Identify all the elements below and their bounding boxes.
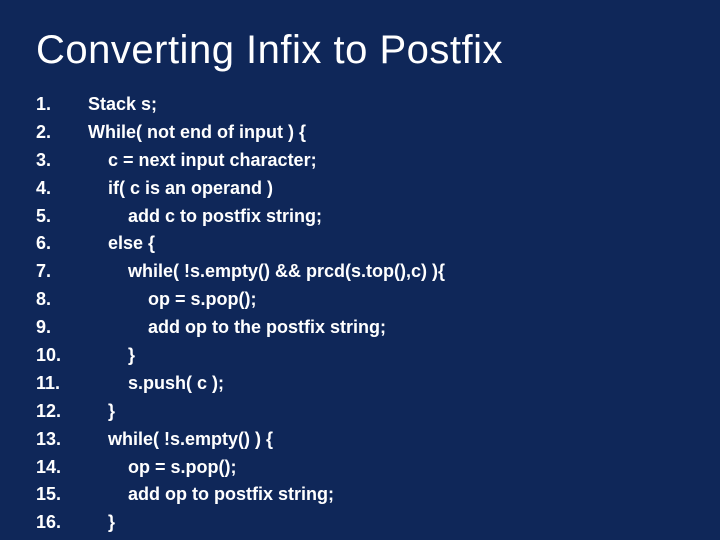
code-line: 15. add op to postfix string; xyxy=(36,481,684,509)
line-number: 4. xyxy=(36,175,88,203)
line-number: 2. xyxy=(36,119,88,147)
line-text: if( c is an operand ) xyxy=(88,175,273,203)
line-number: 8. xyxy=(36,286,88,314)
code-line: 5. add c to postfix string; xyxy=(36,203,684,231)
line-number: 11. xyxy=(36,370,88,398)
slide: Converting Infix to Postfix 1.Stack s;2.… xyxy=(0,0,720,540)
line-text: else { xyxy=(88,230,155,258)
code-line: 11. s.push( c ); xyxy=(36,370,684,398)
line-number: 3. xyxy=(36,147,88,175)
code-line: 3. c = next input character; xyxy=(36,147,684,175)
line-text: add op to postfix string; xyxy=(88,481,334,509)
code-line: 6. else { xyxy=(36,230,684,258)
line-number: 10. xyxy=(36,342,88,370)
line-number: 1. xyxy=(36,91,88,119)
line-number: 16. xyxy=(36,509,88,537)
code-line: 8. op = s.pop(); xyxy=(36,286,684,314)
code-line: 16. } xyxy=(36,509,684,537)
line-number: 9. xyxy=(36,314,88,342)
line-number: 14. xyxy=(36,454,88,482)
line-text: add op to the postfix string; xyxy=(88,314,386,342)
line-text: } xyxy=(88,509,115,537)
code-line: 9. add op to the postfix string; xyxy=(36,314,684,342)
code-line: 12. } xyxy=(36,398,684,426)
line-number: 7. xyxy=(36,258,88,286)
line-text: add c to postfix string; xyxy=(88,203,322,231)
code-line: 13. while( !s.empty() ) { xyxy=(36,426,684,454)
line-number: 6. xyxy=(36,230,88,258)
code-line: 4. if( c is an operand ) xyxy=(36,175,684,203)
line-text: op = s.pop(); xyxy=(88,286,257,314)
code-line: 10. } xyxy=(36,342,684,370)
code-line: 1.Stack s; xyxy=(36,91,684,119)
line-text: } xyxy=(88,342,135,370)
line-text: op = s.pop(); xyxy=(88,454,237,482)
line-number: 13. xyxy=(36,426,88,454)
line-text: s.push( c ); xyxy=(88,370,224,398)
line-text: While( not end of input ) { xyxy=(88,119,306,147)
code-line: 14. op = s.pop(); xyxy=(36,454,684,482)
line-number: 12. xyxy=(36,398,88,426)
line-text: } xyxy=(88,398,115,426)
line-number: 5. xyxy=(36,203,88,231)
code-block: 1.Stack s;2.While( not end of input ) {3… xyxy=(36,91,684,537)
line-number: 15. xyxy=(36,481,88,509)
line-text: c = next input character; xyxy=(88,147,317,175)
line-text: Stack s; xyxy=(88,91,157,119)
code-line: 7. while( !s.empty() && prcd(s.top(),c) … xyxy=(36,258,684,286)
slide-title: Converting Infix to Postfix xyxy=(36,28,684,73)
line-text: while( !s.empty() && prcd(s.top(),c) ){ xyxy=(88,258,445,286)
line-text: while( !s.empty() ) { xyxy=(88,426,273,454)
code-line: 2.While( not end of input ) { xyxy=(36,119,684,147)
